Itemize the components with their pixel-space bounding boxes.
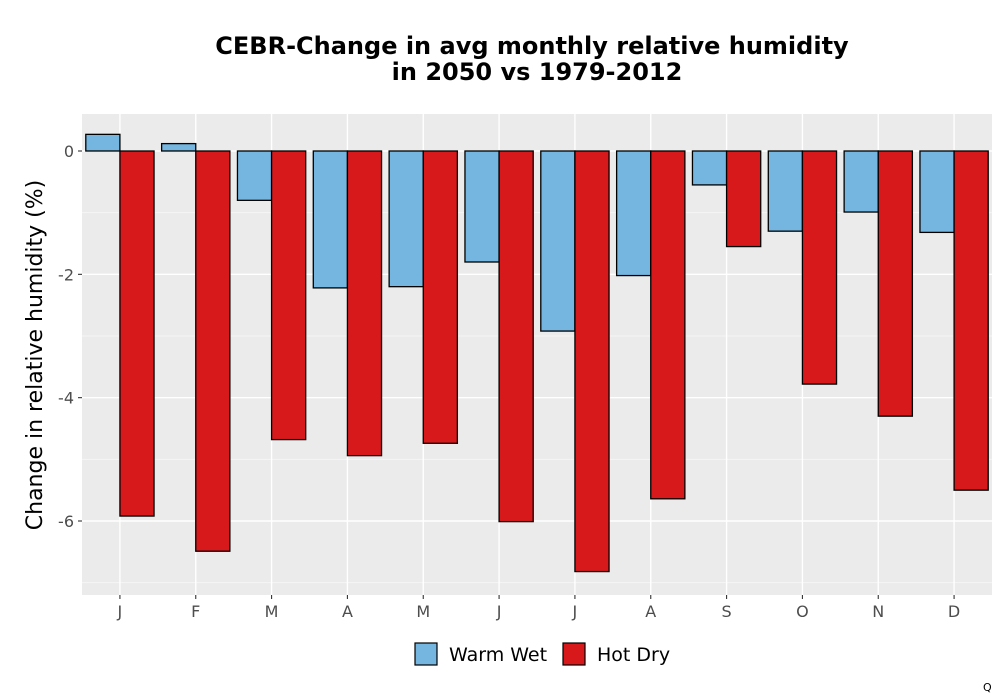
bar-hot-dry-7: [650, 150, 686, 500]
bar-warm-wet-11: [919, 150, 955, 234]
x-tick-label: A: [645, 602, 656, 621]
bar-hot-dry-0: [119, 150, 155, 517]
x-tick-label: O: [796, 602, 809, 621]
bar-warm-wet-10: [843, 150, 879, 213]
bar-warm-wet-1: [160, 142, 197, 152]
bar-warm-wet-8: [691, 150, 728, 186]
bar-warm-wet-6: [540, 150, 576, 332]
y-axis-title: Change in relative humidity (%): [23, 180, 48, 530]
bar-hot-dry-1: [195, 150, 231, 552]
legend-swatch-hot-dry: [562, 642, 586, 666]
bar-warm-wet-7: [615, 150, 652, 277]
bar-hot-dry-4: [422, 150, 459, 444]
bar-hot-dry-11: [953, 150, 989, 491]
bar-warm-wet-5: [464, 150, 500, 263]
bar-hot-dry-5: [498, 150, 534, 523]
bar-warm-wet-0: [85, 133, 121, 152]
x-tick-label: J: [496, 602, 502, 621]
legend-label-warm-wet: Warm Wet: [449, 644, 547, 666]
x-tick-label: M: [265, 602, 279, 621]
x-tick-label: J: [117, 602, 123, 621]
legend-label-hot-dry: Hot Dry: [597, 644, 670, 666]
bar-hot-dry-6: [574, 150, 610, 573]
y-tick-label: -6: [58, 512, 74, 531]
x-tick-label: D: [948, 602, 960, 621]
x-tick-label: A: [342, 602, 353, 621]
bar-hot-dry-9: [801, 150, 838, 385]
bar-warm-wet-3: [312, 150, 349, 289]
legend-swatch-warm-wet: [414, 642, 438, 666]
y-axis-ticks: 0 -2 -4 -6: [58, 142, 82, 531]
bar-warm-wet-2: [236, 150, 273, 201]
x-tick-label: N: [872, 602, 884, 621]
y-tick-label: -4: [58, 389, 74, 408]
bars: [85, 133, 989, 573]
bar-warm-wet-4: [388, 150, 424, 288]
bar-warm-wet-9: [767, 150, 804, 232]
chart-title-line-2: in 2050 vs 1979-2012: [392, 58, 683, 86]
chart-title-line-1: CEBR-Change in avg monthly relative humi…: [215, 32, 849, 60]
bar-hot-dry-2: [270, 150, 307, 441]
x-tick-label: S: [722, 602, 732, 621]
bar-hot-dry-3: [346, 150, 383, 457]
plot-panel: [82, 114, 992, 595]
bar-hot-dry-8: [725, 150, 762, 248]
x-tick-label: F: [191, 602, 200, 621]
y-tick-label: 0: [64, 142, 74, 161]
x-tick-label: J: [572, 602, 578, 621]
corner-mark: Q: [983, 681, 992, 694]
x-tick-label: M: [416, 602, 430, 621]
y-tick-label: -2: [58, 265, 74, 284]
legend: Warm Wet Hot Dry: [414, 642, 670, 666]
bar-hot-dry-10: [877, 150, 914, 417]
